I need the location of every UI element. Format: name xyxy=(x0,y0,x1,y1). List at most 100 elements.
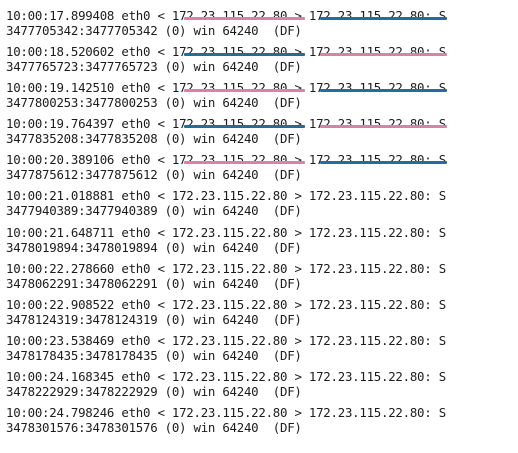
sequence-range: 3478301576:3478301576 xyxy=(6,420,157,435)
direction-arrow: > xyxy=(294,297,301,312)
log-entry: 10:00:24.168345 eth0 < 172.23.115.22.80 … xyxy=(6,365,516,401)
destination-address: 172.23.115.22.80: xyxy=(309,405,432,420)
payload-length: (0) xyxy=(165,420,187,435)
log-entry-detail-line: 3478062291:3478062291 (0) win 64240 (DF) xyxy=(6,276,302,291)
window-size: win 64240 xyxy=(193,312,258,327)
tcp-flag: S xyxy=(439,8,446,23)
window-size: win 64240 xyxy=(193,276,258,291)
dont-fragment-flag: (DF) xyxy=(273,23,302,38)
direction-arrow: < xyxy=(157,333,164,348)
log-entry-detail-line: 3477765723:3477765723 (0) win 64240 (DF) xyxy=(6,59,302,74)
interface-name: eth0 xyxy=(121,188,150,203)
timestamp: 10:00:23.538469 xyxy=(6,333,114,348)
dont-fragment-flag: (DF) xyxy=(273,167,302,182)
dont-fragment-flag: (DF) xyxy=(273,312,302,327)
interface-name: eth0 xyxy=(121,261,150,276)
window-size: win 64240 xyxy=(193,23,258,38)
source-address: 172.23.115.22.80 xyxy=(172,116,287,131)
destination-address: 172.23.115.22.80: xyxy=(309,333,432,348)
destination-address-highlight xyxy=(320,17,447,20)
window-size: win 64240 xyxy=(193,240,258,255)
source-address: 172.23.115.22.80 xyxy=(172,297,287,312)
timestamp: 10:00:17.899408 xyxy=(6,8,114,23)
dont-fragment-flag: (DF) xyxy=(273,384,302,399)
sequence-range: 3477835208:3477835208 xyxy=(6,131,157,146)
log-entry-header-line: 10:00:21.648711 eth0 < 172.23.115.22.80 … xyxy=(6,225,446,240)
direction-arrow: < xyxy=(157,44,164,59)
sequence-range: 3478019894:3478019894 xyxy=(6,240,157,255)
dont-fragment-flag: (DF) xyxy=(273,95,302,110)
payload-length: (0) xyxy=(165,203,187,218)
log-entry: 10:00:22.278660 eth0 < 172.23.115.22.80 … xyxy=(6,257,516,293)
log-entry-header-line: 10:00:19.142510 eth0 < 172.23.115.22.80 … xyxy=(6,80,446,95)
log-entry: 10:00:18.520602 eth0 < 172.23.115.22.80 … xyxy=(6,40,516,76)
tcp-flag: S xyxy=(439,333,446,348)
tcp-flag: S xyxy=(439,297,446,312)
interface-name: eth0 xyxy=(121,333,150,348)
log-entry-header-line: 10:00:22.908522 eth0 < 172.23.115.22.80 … xyxy=(6,297,446,312)
log-entry: 10:00:21.648711 eth0 < 172.23.115.22.80 … xyxy=(6,221,516,257)
tcp-flag: S xyxy=(439,188,446,203)
destination-address: 172.23.115.22.80: xyxy=(309,261,432,276)
destination-address: 172.23.115.22.80: xyxy=(309,369,432,384)
log-entry-header-line: 10:00:24.168345 eth0 < 172.23.115.22.80 … xyxy=(6,369,446,384)
timestamp: 10:00:24.168345 xyxy=(6,369,114,384)
window-size: win 64240 xyxy=(193,167,258,182)
sequence-range: 3477705342:3477705342 xyxy=(6,23,157,38)
payload-length: (0) xyxy=(165,167,187,182)
direction-arrow: < xyxy=(157,188,164,203)
dont-fragment-flag: (DF) xyxy=(273,276,302,291)
dont-fragment-flag: (DF) xyxy=(273,59,302,74)
source-address: 172.23.115.22.80 xyxy=(172,152,287,167)
interface-name: eth0 xyxy=(121,225,150,240)
source-address-highlight xyxy=(184,125,305,128)
destination-address: 172.23.115.22.80: xyxy=(309,8,432,23)
log-entry: 10:00:22.908522 eth0 < 172.23.115.22.80 … xyxy=(6,293,516,329)
destination-address: 172.23.115.22.80: xyxy=(309,225,432,240)
payload-length: (0) xyxy=(165,348,187,363)
log-entry-detail-line: 3477835208:3477835208 (0) win 64240 (DF) xyxy=(6,131,302,146)
timestamp: 10:00:22.278660 xyxy=(6,261,114,276)
log-entry: 10:00:23.538469 eth0 < 172.23.115.22.80 … xyxy=(6,329,516,365)
tcp-flag: S xyxy=(439,152,446,167)
direction-arrow: < xyxy=(157,405,164,420)
log-entry-detail-line: 3478178435:3478178435 (0) win 64240 (DF) xyxy=(6,348,302,363)
log-entry-header-line: 10:00:19.764397 eth0 < 172.23.115.22.80 … xyxy=(6,116,446,131)
log-entry-detail-line: 3477875612:3477875612 (0) win 64240 (DF) xyxy=(6,167,302,182)
direction-arrow: > xyxy=(294,188,301,203)
log-entry: 10:00:24.798246 eth0 < 172.23.115.22.80 … xyxy=(6,401,516,437)
direction-arrow: < xyxy=(157,152,164,167)
payload-length: (0) xyxy=(165,95,187,110)
log-entry-header-line: 10:00:17.899408 eth0 < 172.23.115.22.80 … xyxy=(6,8,446,23)
log-entry-header-line: 10:00:24.798246 eth0 < 172.23.115.22.80 … xyxy=(6,405,446,420)
tcp-flag: S xyxy=(439,80,446,95)
window-size: win 64240 xyxy=(193,203,258,218)
dont-fragment-flag: (DF) xyxy=(273,240,302,255)
direction-arrow: < xyxy=(157,225,164,240)
direction-arrow: > xyxy=(294,8,301,23)
timestamp: 10:00:21.018881 xyxy=(6,188,114,203)
window-size: win 64240 xyxy=(193,131,258,146)
direction-arrow: > xyxy=(294,44,301,59)
log-entry-header-line: 10:00:20.389106 eth0 < 172.23.115.22.80 … xyxy=(6,152,446,167)
tcp-flag: S xyxy=(439,369,446,384)
timestamp: 10:00:21.648711 xyxy=(6,225,114,240)
log-entry-detail-line: 3477705342:3477705342 (0) win 64240 (DF) xyxy=(6,23,302,38)
log-entry: 10:00:19.764397 eth0 < 172.23.115.22.80 … xyxy=(6,112,516,148)
destination-address-highlight xyxy=(320,125,447,128)
timestamp: 10:00:24.798246 xyxy=(6,405,114,420)
source-address-highlight xyxy=(184,89,305,92)
direction-arrow: < xyxy=(157,116,164,131)
sequence-range: 3478178435:3478178435 xyxy=(6,348,157,363)
payload-length: (0) xyxy=(165,276,187,291)
source-address-highlight xyxy=(184,161,305,164)
destination-address: 172.23.115.22.80: xyxy=(309,116,432,131)
log-entry-detail-line: 3478301576:3478301576 (0) win 64240 (DF) xyxy=(6,420,302,435)
dont-fragment-flag: (DF) xyxy=(273,203,302,218)
log-entry-header-line: 10:00:22.278660 eth0 < 172.23.115.22.80 … xyxy=(6,261,446,276)
direction-arrow: > xyxy=(294,261,301,276)
interface-name: eth0 xyxy=(121,297,150,312)
log-entry: 10:00:19.142510 eth0 < 172.23.115.22.80 … xyxy=(6,76,516,112)
window-size: win 64240 xyxy=(193,420,258,435)
payload-length: (0) xyxy=(165,59,187,74)
